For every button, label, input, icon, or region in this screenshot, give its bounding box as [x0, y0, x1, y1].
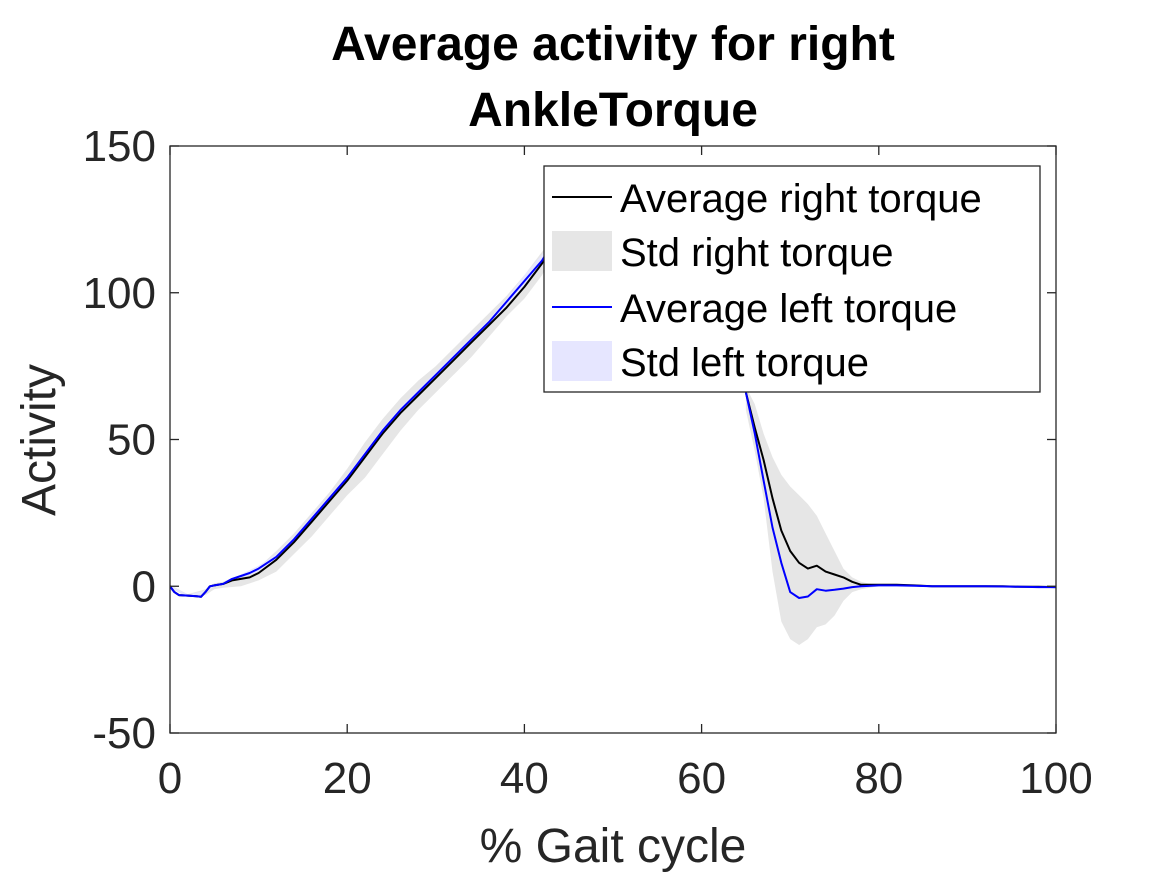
y-tick-label: 150: [83, 122, 156, 171]
chart-title-line-1: Average activity for right: [331, 18, 895, 71]
legend: Average right torque Std right torque Av…: [543, 165, 1041, 393]
legend-box: [543, 165, 1041, 393]
x-tick-label: 20: [323, 754, 372, 803]
y-tick-label: -50: [92, 709, 156, 758]
legend-swatch-std-right: [552, 231, 612, 271]
y-tick-label: 50: [107, 416, 156, 465]
x-tick-label: 40: [500, 754, 549, 803]
chart-title: Average activity for right AnkleTorque: [331, 18, 895, 137]
band-std-right-torque-1: [745, 386, 879, 645]
line-average-left-torque-2: [170, 245, 552, 598]
legend-label-std-left: Std left torque: [620, 341, 869, 385]
legend-label-std-right: Std right torque: [620, 231, 894, 275]
x-axis-label: % Gait cycle: [480, 820, 747, 873]
x-tick-label: 60: [677, 754, 726, 803]
x-tick-label: 80: [854, 754, 903, 803]
y-tick-label: 100: [83, 269, 156, 318]
legend-label-avg-right: Average right torque: [620, 177, 982, 221]
y-tick-label: 0: [132, 562, 156, 611]
legend-label-avg-left: Average left torque: [620, 287, 957, 331]
legend-swatch-std-left: [552, 341, 612, 381]
chart-title-line-2: AnkleTorque: [468, 84, 758, 137]
line-average-left-torque-3: [744, 392, 1056, 599]
y-axis-label: Activity: [13, 364, 66, 516]
x-tick-label: 0: [158, 754, 182, 803]
data-layer: [170, 239, 1056, 645]
x-tick-label: 100: [1019, 754, 1092, 803]
